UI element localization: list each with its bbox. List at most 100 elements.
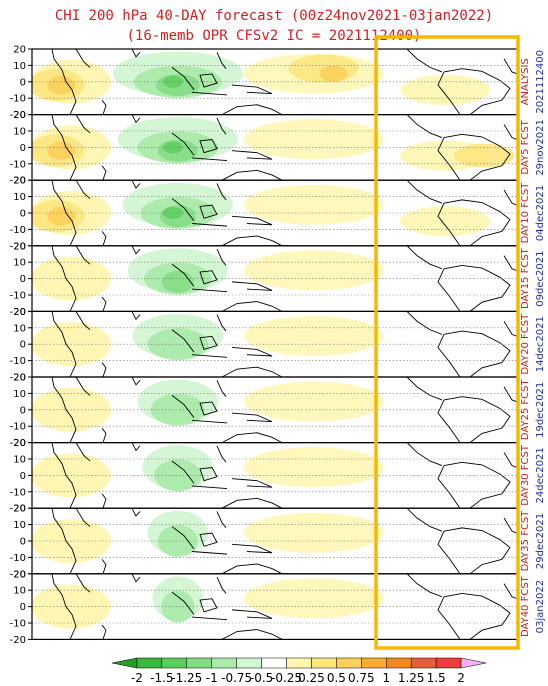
coastline (199, 532, 218, 547)
coastline (221, 497, 283, 509)
coastline (437, 71, 461, 115)
coastline (216, 117, 227, 135)
colorbar-label: 1 (382, 671, 390, 685)
coastline (101, 362, 107, 378)
panel-date: 04dec2021 (535, 185, 546, 241)
coastline (51, 508, 77, 574)
anomaly-blob (243, 119, 384, 160)
y-tick-label: 20 (13, 241, 26, 252)
y-tick-label: 0 (20, 143, 26, 154)
coastline (101, 296, 107, 312)
anomaly-blob (157, 525, 198, 557)
coastline (131, 311, 141, 321)
panel-date: 03jan2022 (535, 580, 546, 633)
panel-label: DAY35 FCST (520, 510, 531, 572)
panel-label: DAY5 FCST (520, 119, 531, 174)
coastline (101, 427, 107, 443)
colorbar-swatch (336, 657, 362, 669)
y-tick-label: -10 (10, 356, 26, 367)
anomaly-blob (400, 75, 491, 105)
y-tick-label: -20 (10, 569, 26, 580)
y-tick-label: -10 (10, 619, 26, 630)
panel-label: DAY20 FCST (520, 313, 531, 375)
coastline (437, 202, 461, 247)
colorbar-swatch (361, 657, 387, 669)
coastline (221, 366, 283, 378)
coastline (171, 526, 195, 550)
coastline (221, 235, 283, 247)
anomaly-blob (243, 381, 384, 422)
coastline (101, 493, 107, 509)
y-tick-label: -10 (10, 422, 26, 433)
coastline (51, 442, 77, 509)
y-tick-label: 10 (13, 127, 26, 138)
coastline (443, 68, 511, 115)
coastline (406, 179, 443, 204)
anomaly-blob (243, 447, 384, 488)
coastline (406, 311, 443, 335)
coastline (101, 559, 107, 574)
coastline (216, 52, 227, 69)
coastline (221, 301, 283, 312)
anomaly-blob (319, 65, 348, 82)
chart-title: CHI 200 hPa 40-DAY forecast (00z24nov202… (54, 8, 494, 24)
coastline (231, 150, 273, 160)
coastline (51, 311, 77, 378)
coastline (171, 198, 195, 222)
y-tick-label: 0 (20, 537, 26, 548)
anomaly-blob (47, 207, 76, 226)
y-tick-label: 20 (13, 569, 26, 580)
y-tick-label: 0 (20, 405, 26, 416)
y-tick-label: 20 (13, 438, 26, 449)
coastline (131, 573, 141, 583)
y-tick-label: -10 (10, 291, 26, 302)
highlight-rect (374, 35, 520, 650)
coastline (199, 467, 218, 482)
coastline (191, 354, 228, 358)
coastline (443, 330, 511, 378)
coastline (216, 183, 227, 201)
y-tick-label: 0 (20, 77, 26, 88)
y-tick-label: 0 (20, 209, 26, 220)
coastline (101, 165, 107, 181)
anomaly-blob (243, 250, 384, 291)
coastline (191, 485, 228, 489)
panel-label: DAY40 FCST (520, 575, 531, 637)
coastline (221, 563, 283, 575)
anomaly-blob (150, 393, 205, 426)
colorbar-label: -1 (206, 671, 218, 685)
anomaly-blob (161, 270, 194, 293)
anomaly-blob (154, 459, 202, 492)
coastline (437, 137, 461, 181)
coastline (131, 376, 141, 386)
panel-date: 29dec2021 (535, 513, 546, 569)
coastline (406, 442, 443, 466)
colorbar-label: -0.75 (221, 671, 252, 685)
y-tick-label: 10 (13, 61, 26, 72)
colorbar-swatch (435, 657, 462, 669)
highlight-box (374, 35, 520, 650)
coastline (231, 347, 273, 357)
coastline (231, 543, 273, 554)
panel-date: 2021112400 (535, 50, 546, 114)
colorbar-label: 0.5 (327, 671, 346, 685)
colorbar-label: 0.25 (298, 671, 325, 685)
panel-label: DAY10 FCST (520, 182, 531, 244)
coastline (216, 380, 227, 397)
colorbar-label: -0.5 (250, 671, 273, 685)
colorbar-swatch (236, 657, 262, 669)
coastline (221, 104, 283, 115)
anomaly-blob (47, 141, 76, 160)
coastline (406, 114, 443, 138)
colorbar-label: -1.25 (171, 671, 202, 685)
colorbar-swatch (261, 657, 287, 669)
coastline (191, 91, 228, 96)
panel-label: ANALYSIS (520, 58, 531, 105)
y-tick-label: 20 (13, 504, 26, 515)
y-tick-label: 0 (20, 471, 26, 482)
y-tick-label: -10 (10, 553, 26, 564)
coastline (131, 179, 141, 189)
coastline (216, 445, 227, 463)
coastline (131, 245, 141, 255)
